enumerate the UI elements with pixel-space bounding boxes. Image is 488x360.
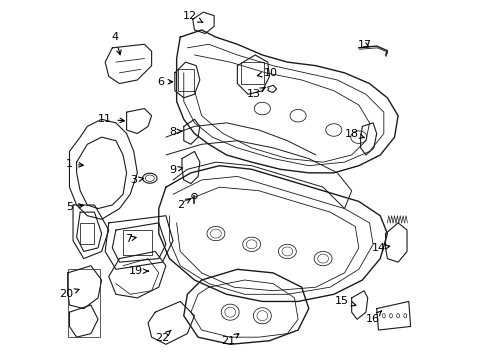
Text: 11: 11 — [98, 114, 124, 124]
Bar — [80, 223, 94, 244]
Text: 13: 13 — [246, 87, 265, 99]
Text: 19: 19 — [128, 266, 148, 276]
Text: 14: 14 — [371, 243, 389, 253]
Text: 17: 17 — [358, 40, 372, 50]
Bar — [241, 62, 264, 84]
Text: 6: 6 — [157, 77, 172, 87]
Bar — [67, 269, 100, 337]
Text: 10: 10 — [257, 68, 278, 78]
Text: 1: 1 — [66, 159, 83, 169]
Text: 18: 18 — [344, 129, 364, 139]
Text: 22: 22 — [155, 330, 171, 343]
Text: 8: 8 — [169, 127, 182, 137]
Text: 9: 9 — [168, 165, 182, 175]
Text: 16: 16 — [366, 311, 381, 324]
Bar — [178, 69, 194, 91]
Text: 4: 4 — [111, 32, 121, 55]
Text: 7: 7 — [124, 234, 136, 244]
Bar — [123, 230, 151, 255]
Text: 20: 20 — [59, 289, 79, 299]
Text: 2: 2 — [176, 199, 190, 210]
Text: 5: 5 — [66, 202, 83, 212]
Text: 21: 21 — [220, 334, 238, 346]
Text: 12: 12 — [183, 11, 203, 22]
Text: 3: 3 — [130, 175, 143, 185]
Text: 15: 15 — [334, 296, 355, 306]
